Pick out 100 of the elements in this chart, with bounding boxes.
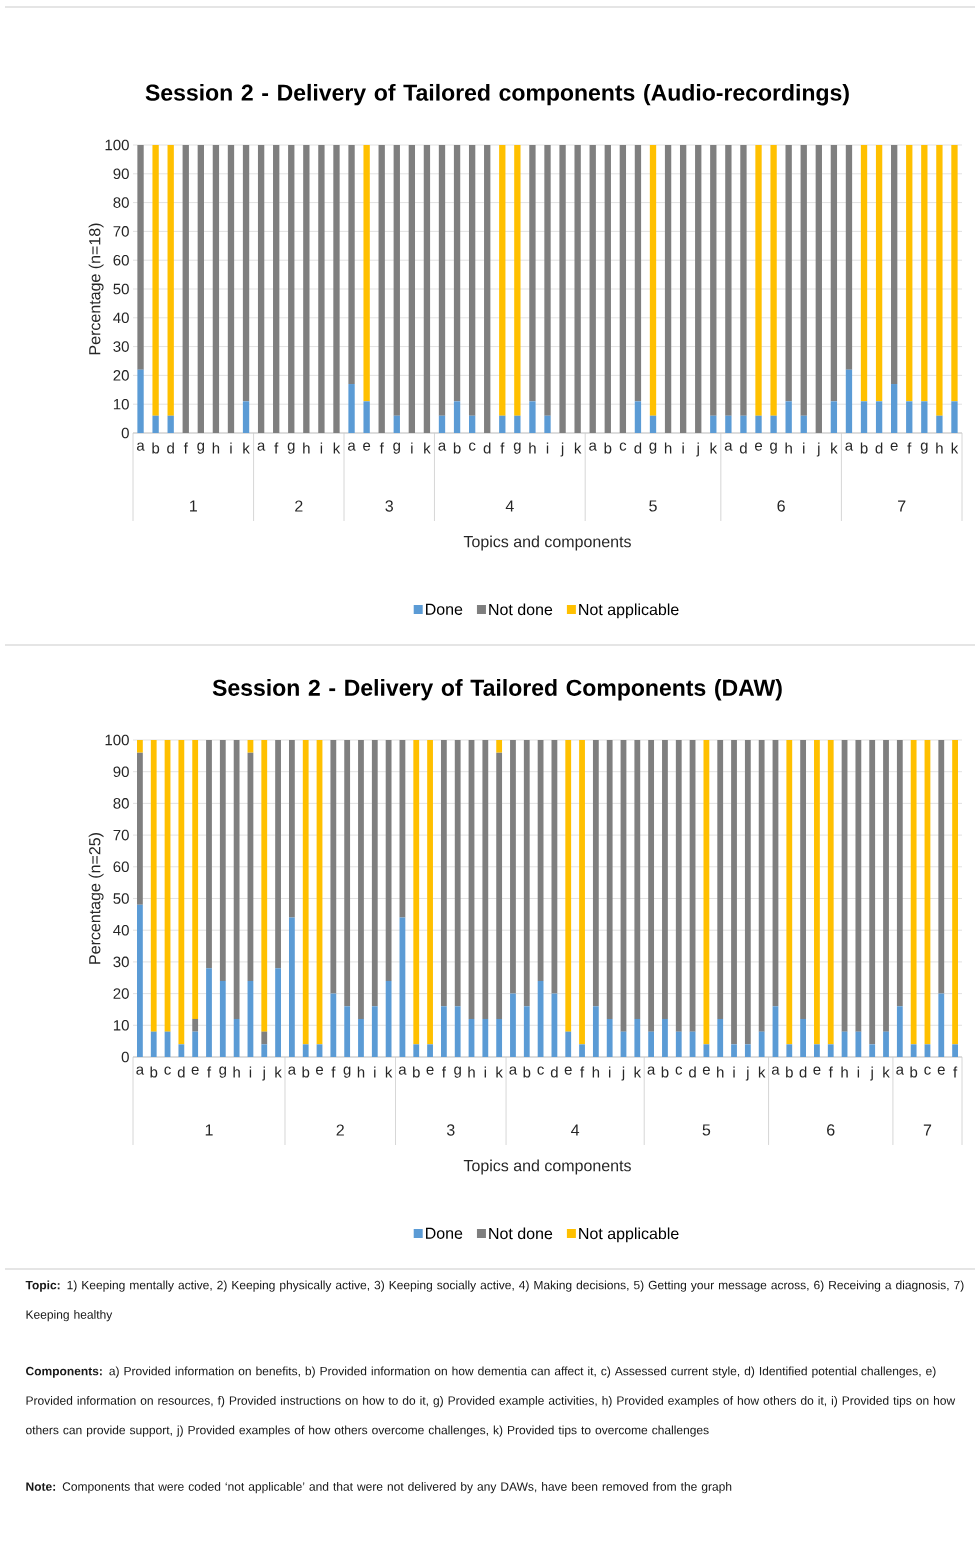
bar (800, 739, 807, 1019)
bar (152, 144, 159, 416)
bar (344, 739, 351, 1007)
bar (257, 144, 265, 433)
x-tick-label: k (883, 1066, 890, 1078)
bar (786, 739, 793, 1045)
bar (921, 401, 928, 433)
x-axis-title: Topics and components (463, 1159, 631, 1175)
bar (242, 144, 250, 402)
bar (523, 1006, 530, 1057)
x-tick-label: f (183, 442, 188, 454)
x-tick-label: a (438, 442, 447, 451)
x-tick-label: h (357, 1066, 365, 1078)
bar (427, 739, 433, 1045)
bar (454, 1006, 461, 1057)
x-tick-label: b (604, 442, 612, 454)
bar (634, 144, 642, 402)
x-tick-label: k (634, 1066, 642, 1078)
bar (758, 1031, 765, 1057)
bar (845, 144, 853, 370)
text: 4 (505, 500, 514, 512)
x-tick-label: e (754, 442, 763, 451)
legend-label: Not applicable (579, 1227, 679, 1243)
bar (273, 144, 280, 433)
x-tick-label: g (513, 442, 521, 454)
x-tick-label: h (841, 1066, 848, 1078)
x-tick-label: f (274, 442, 279, 454)
bar (182, 144, 189, 433)
bar (378, 144, 385, 433)
x-tick-label: a (589, 442, 597, 451)
bar (371, 1006, 378, 1057)
x-tick-label: d (483, 442, 491, 454)
bar (152, 415, 159, 433)
text: 1 (205, 1124, 213, 1136)
y-tick-label: 40 (113, 312, 129, 324)
bar (579, 1044, 585, 1057)
x-tick-label: g (649, 442, 657, 454)
x-tick-label: g (454, 1066, 461, 1078)
bar (496, 752, 503, 1019)
bar (408, 144, 416, 433)
bar (288, 917, 295, 1057)
x-tick-label: k (424, 442, 431, 454)
x-tick-label: h (717, 1066, 724, 1078)
x-tick-label: i (682, 442, 684, 454)
y-axis-title: Percentage (n=25) (88, 833, 104, 964)
x-tick-label: k (831, 442, 838, 454)
bar (740, 144, 747, 416)
bar (496, 739, 503, 753)
bar (440, 1006, 447, 1057)
bar (703, 1044, 710, 1057)
x-tick-label: e (316, 1066, 324, 1075)
x-tick-label: k (951, 442, 959, 454)
bar (703, 739, 710, 1045)
bar (219, 739, 226, 981)
x-tick-label: f (907, 442, 912, 454)
x-tick-label: k (243, 442, 250, 454)
x-tick-label: c (469, 442, 476, 451)
bar (544, 415, 551, 433)
x-tick-label: f (828, 1066, 833, 1078)
x-tick-label: g (920, 442, 928, 454)
bar (514, 144, 521, 416)
y-tick-label: 70 (113, 226, 129, 237)
bar (740, 415, 747, 433)
x-tick-label: h (468, 1066, 475, 1078)
bar (675, 739, 682, 1032)
x-tick-label: a (724, 442, 733, 451)
bar (896, 739, 903, 1007)
bar (330, 739, 337, 994)
bar (453, 401, 461, 433)
text: 4 (571, 1124, 580, 1136)
bar (952, 1044, 958, 1057)
bar (951, 144, 958, 402)
bar (438, 144, 446, 416)
text: 3 (446, 1124, 455, 1136)
x-tick-label: f (580, 1066, 585, 1078)
legend-label: Not applicable (579, 603, 679, 619)
x-tick-label: a (257, 442, 266, 451)
x-tick-label: e (564, 1066, 572, 1075)
bar (468, 415, 476, 433)
x-tick-label: i (546, 442, 549, 454)
bar (454, 739, 461, 1007)
text: 6 (827, 1124, 835, 1136)
bar (717, 739, 724, 1019)
bar (648, 739, 655, 1032)
bar (758, 739, 765, 1032)
bar (710, 415, 717, 433)
bar (371, 739, 378, 1007)
bar (150, 1031, 157, 1057)
bar (206, 739, 212, 969)
bar (875, 144, 883, 402)
bar (303, 144, 310, 433)
x-tick-label: e (890, 442, 898, 451)
y-axis-title: Percentage (n=18) (88, 223, 104, 355)
x-tick-label: d (799, 1066, 807, 1078)
bar (150, 739, 157, 1032)
x-tick-label: j (745, 1066, 749, 1081)
x-tick-label: e (191, 1066, 199, 1075)
bar (755, 415, 762, 433)
x-tick-label: k (496, 1066, 503, 1078)
x-tick-label: a (348, 442, 356, 451)
